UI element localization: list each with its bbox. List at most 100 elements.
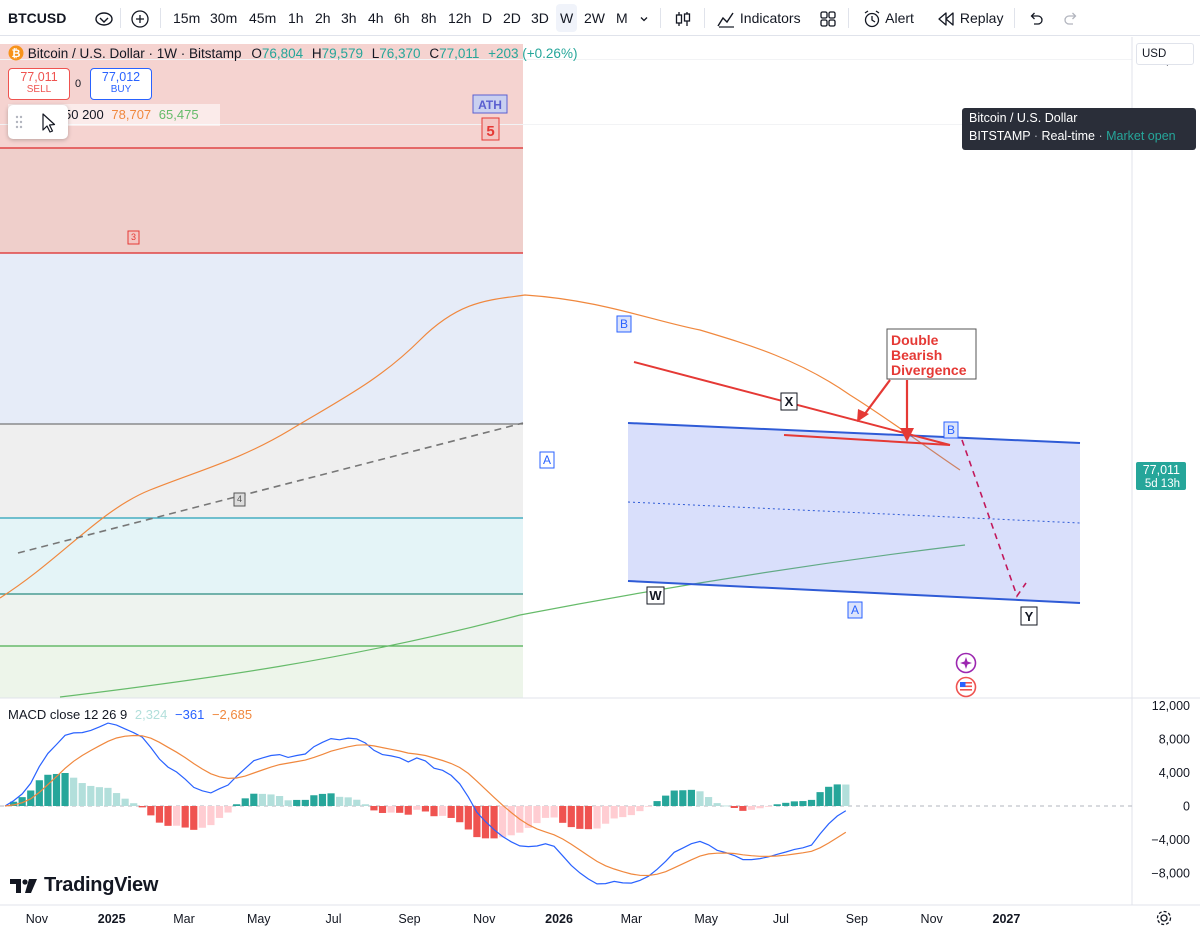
spread-value: 0 (75, 78, 82, 90)
macd-line (4, 722, 847, 885)
macd-histogram-bar (567, 806, 575, 828)
macd-histogram-bar (550, 806, 558, 818)
divergence-arrow-1 (863, 379, 891, 416)
us-flag-event-icon[interactable] (955, 676, 977, 698)
macd-signal-line (4, 734, 847, 877)
macd-histogram-bar (799, 801, 807, 806)
macd-histogram-bar (696, 791, 704, 806)
time-axis-label: Mar (173, 912, 195, 926)
timeframe-4h[interactable]: 4h (368, 10, 384, 26)
undo-icon[interactable] (1027, 0, 1045, 36)
macd-histogram-bar (713, 803, 721, 806)
macd-scale-label: 12,000 (1152, 699, 1190, 713)
wave-a-label-2: A (847, 601, 863, 619)
currency-selector[interactable]: USD (1136, 43, 1194, 65)
wave-4-label-text: 4 (237, 494, 242, 504)
wave-a-label-1-box (539, 451, 555, 469)
sell-button[interactable]: 77,011 SELL (8, 68, 70, 100)
macd-histogram-bar (747, 806, 756, 810)
macd-histogram-bar (310, 795, 318, 806)
macd-histogram-bar (499, 806, 507, 838)
time-axis-label: 2027 (993, 912, 1021, 926)
bitcoin-icon: ₿ (8, 45, 24, 61)
macd-histogram-bar (627, 806, 635, 816)
tooltip-exchange: BITSTAMP (969, 129, 1031, 143)
zone-blue (0, 253, 523, 424)
zone-gray (0, 424, 523, 518)
top-toolbar: BTCUSD 15m 30m 45m 1h 2h 3h 4h 6h 8h 12h D 2D 3D W 2W M… (0, 0, 1200, 36)
events-sparkle-icon[interactable] (955, 652, 977, 674)
timeframe-2w[interactable]: 2W (584, 10, 605, 26)
chart-settings-gear-icon[interactable] (1154, 908, 1176, 930)
macd-histogram-bar (662, 795, 670, 806)
timeframe-2d[interactable]: 2D (503, 10, 521, 26)
timeframe-8h[interactable]: 8h (421, 10, 437, 26)
timeframe-1h[interactable]: 1h (288, 10, 304, 26)
timeframe-d[interactable]: D (482, 10, 493, 26)
svg-text:₿: ₿ (12, 48, 21, 60)
replay-button[interactable]: Replay (936, 0, 1003, 36)
channel-upper-line (627, 422, 1081, 444)
time-axis-label: Sep (398, 912, 420, 926)
macd-histogram-bar (636, 806, 644, 812)
macd-histogram-bar (790, 801, 798, 806)
symbol-options-icon[interactable] (94, 0, 114, 36)
drawing-tools-floating[interactable] (8, 105, 68, 139)
timeframe-3h[interactable]: 3h (341, 10, 357, 26)
divergence-arrowhead-1 (857, 409, 869, 422)
sell-price: 77,011 (20, 70, 58, 84)
tradingview-logo[interactable]: TradingView (10, 874, 158, 897)
macd-histogram-bar (318, 793, 327, 806)
ma-label: 50 200 (64, 107, 104, 122)
time-axis-label: Nov (473, 912, 496, 926)
timeframe-3d[interactable]: 3D (531, 10, 549, 26)
tooltip-feed: Real-time (1041, 129, 1095, 143)
timeframe-dropdown-icon[interactable] (638, 0, 650, 36)
redo-icon[interactable] (1062, 0, 1080, 36)
alert-button[interactable]: Alert (862, 0, 914, 36)
buy-button[interactable]: 77,012 BUY (90, 68, 152, 100)
wave-x-label: X (780, 392, 798, 411)
tooltip-title: Bitcoin / U.S. Dollar (969, 111, 1078, 125)
macd-histogram-bar (704, 797, 713, 806)
time-axis-label: Mar (621, 912, 643, 926)
macd-histogram-bar (284, 800, 292, 806)
timeframe-m[interactable]: M (616, 10, 628, 26)
timeframe-30m[interactable]: 30m (210, 10, 238, 26)
macd-histogram-bar (524, 806, 532, 828)
channel-lower-line (627, 580, 1081, 604)
symbol-search[interactable]: BTCUSD (8, 10, 67, 26)
macd-histogram-bar (619, 806, 627, 818)
compare-add-icon[interactable] (130, 0, 150, 36)
templates-icon[interactable] (818, 0, 838, 36)
timeframe-2h[interactable]: 2h (315, 10, 331, 26)
timeframe-6h[interactable]: 6h (394, 10, 410, 26)
macd-histogram-bar (473, 806, 481, 838)
macd-histogram-bar (447, 806, 455, 818)
wave-4-label: 4 (233, 492, 246, 507)
ma200-value: 65,475 (158, 107, 199, 122)
timeframe-12h[interactable]: 12h (448, 10, 472, 26)
timeframe-w[interactable]: W (556, 4, 578, 32)
time-axis-label: 2025 (98, 912, 126, 926)
macd-histogram-bar (576, 806, 584, 829)
timeframe-15m[interactable]: 15m (173, 10, 201, 26)
macd-histogram-bar (670, 790, 678, 806)
macd-scale-label: 4,000 (1159, 766, 1190, 780)
indicators-button[interactable]: Indicators (716, 0, 801, 36)
candles-type-icon[interactable] (673, 0, 693, 36)
wave-x-label-text: X (785, 394, 794, 409)
macd-histogram-bar (584, 806, 593, 830)
symbol-title: Bitcoin / U.S. Dollar · 1W · Bitstamp (27, 46, 242, 61)
timeframe-45m[interactable]: 45m (249, 10, 277, 26)
ma50-line (0, 294, 961, 599)
macd-histogram-bar (687, 789, 695, 806)
macd-histogram-bar (104, 787, 112, 806)
macd-histogram-bar (833, 784, 841, 806)
divergence-callout-box (886, 328, 977, 380)
wave-w-label-box (646, 586, 665, 605)
zone-top (0, 44, 523, 148)
divergence-callout-text: Double Bearish Divergence (891, 332, 967, 378)
macd-pane (0, 722, 1132, 885)
